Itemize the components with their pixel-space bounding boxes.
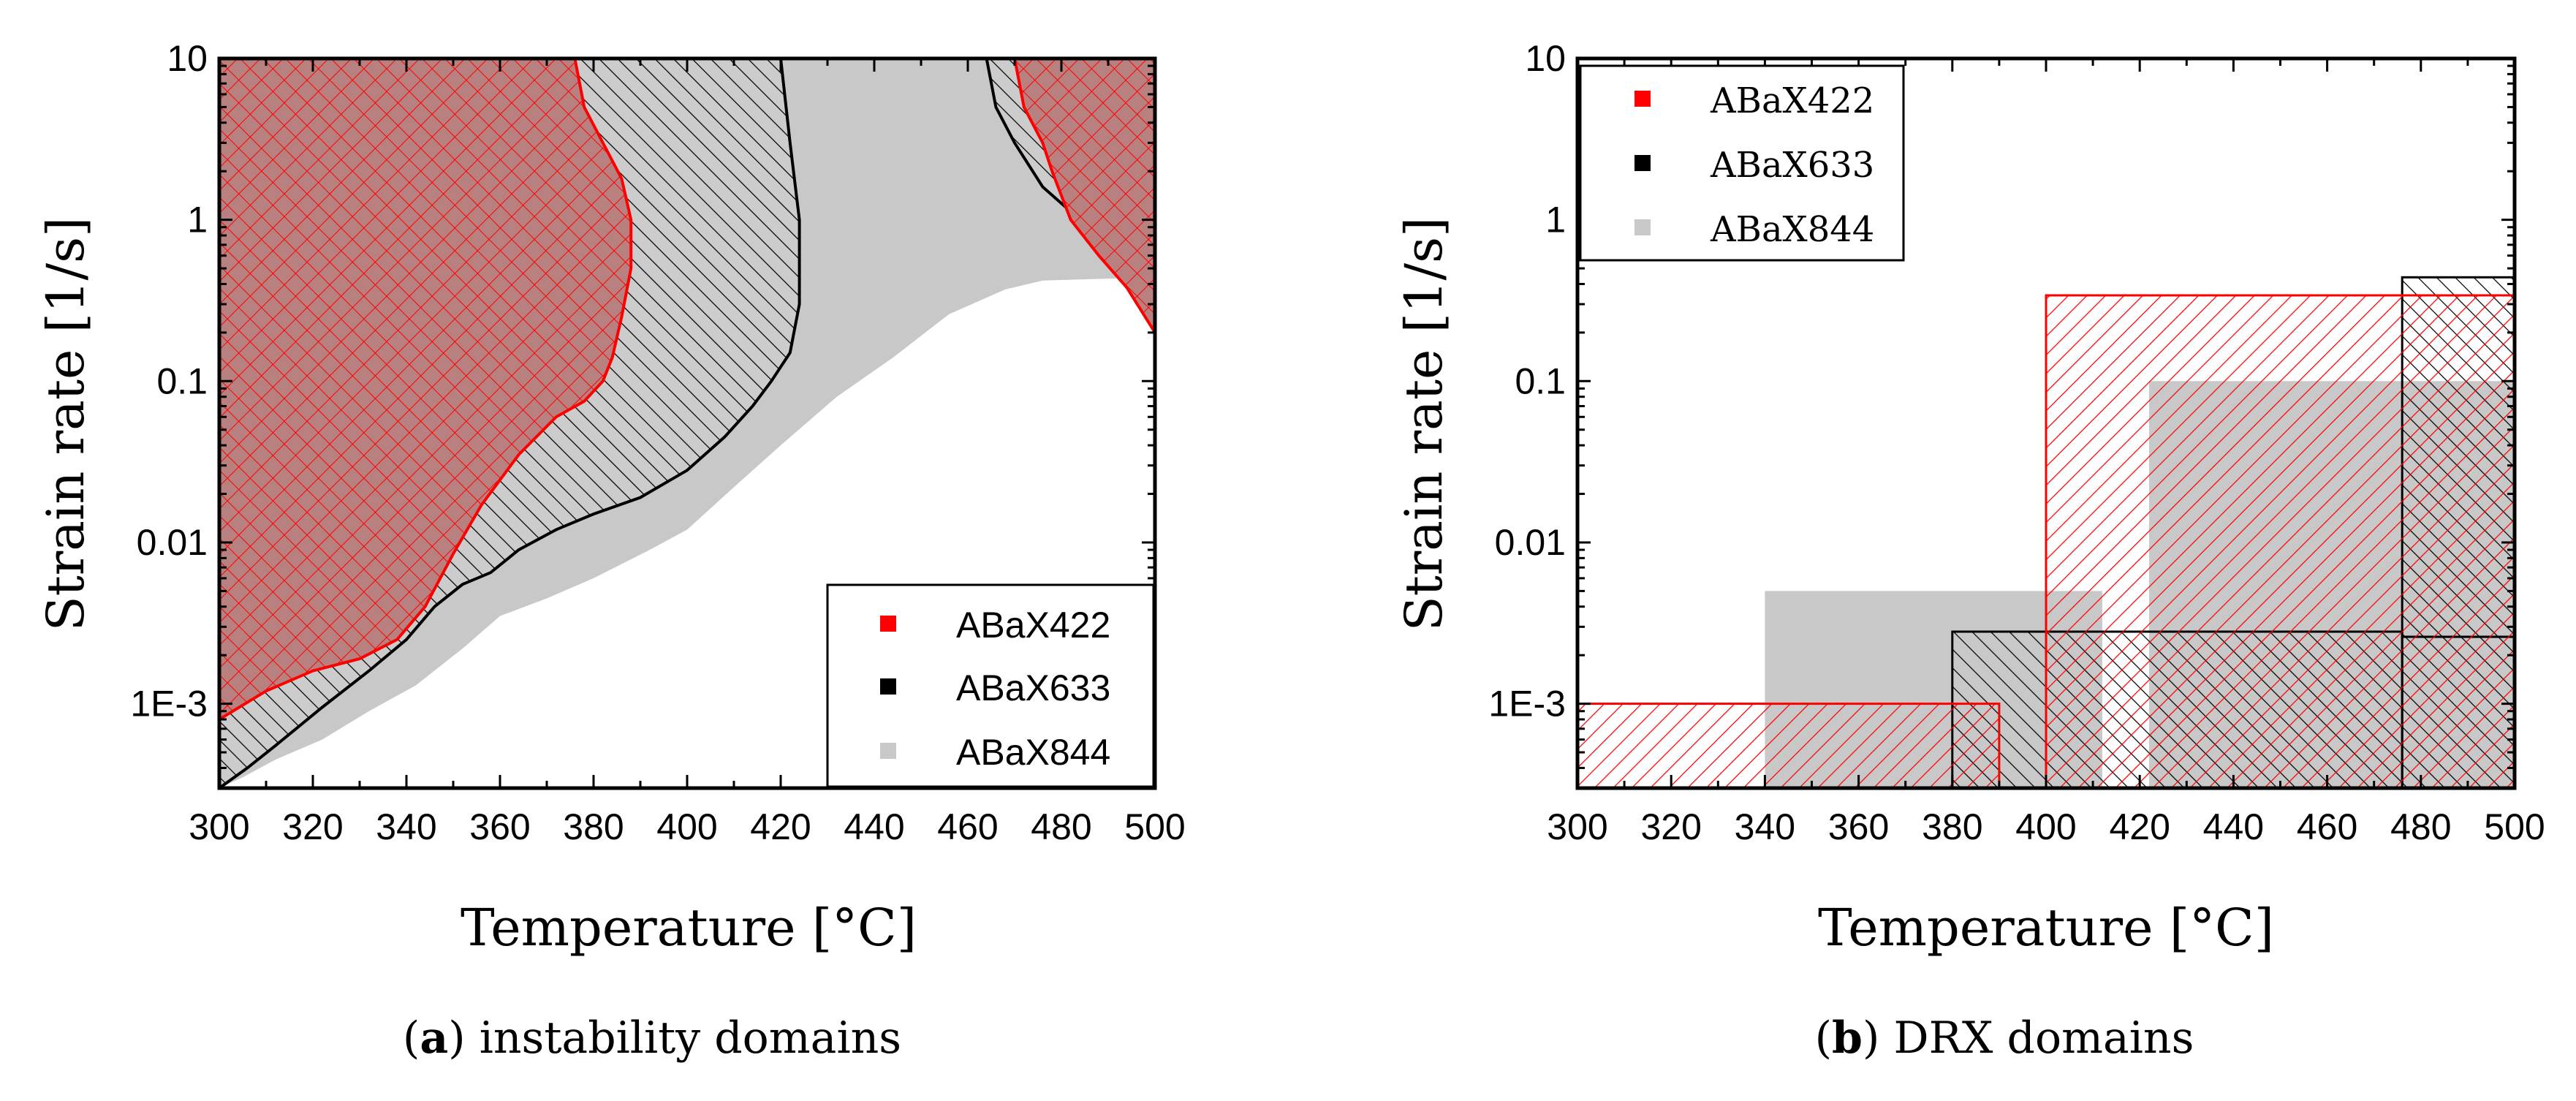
panel-b-ticks: 300 320 340 360 380 400 420 440 460 480 500 10 1 0.1 0…	[1488, 38, 2545, 847]
panel-b: 300 320 340 360 380 400 420 440 460 480 500 10 1 0.1 0…	[1394, 38, 2545, 958]
abax422-instability-region-low	[219, 58, 633, 722]
abax422-drx-region-low	[1577, 703, 2001, 788]
panel-b-legend-swatch-abax633	[1634, 155, 1651, 171]
caption-a-letter: a	[420, 1013, 448, 1064]
panel-a-y-axis-title: Strain rate [1/s]	[36, 217, 96, 632]
abax422-drx-region-high	[2045, 294, 2515, 788]
x-tick-label: 380	[1922, 806, 1982, 847]
x-tick-label: 380	[563, 806, 624, 847]
caption-b-letter: b	[1832, 1013, 1863, 1064]
panel-b-legend-label-abax422: ABaX422	[1710, 80, 1874, 121]
x-tick-label: 340	[1735, 806, 1795, 847]
panel-a-legend-swatch-abax844	[880, 743, 896, 759]
panel-b-legend-label-abax844: ABaX844	[1710, 209, 1874, 250]
x-tick-label: 320	[1640, 806, 1701, 847]
x-tick-label: 440	[2203, 806, 2264, 847]
x-tick-label: 500	[1124, 806, 1185, 847]
y-tick-label: 0.01	[1495, 522, 1566, 563]
caption-b-text: DRX domains	[1879, 1013, 2194, 1064]
x-tick-label: 300	[189, 806, 249, 847]
x-tick-label: 460	[937, 806, 998, 847]
x-tick-label: 440	[844, 806, 904, 847]
caption-a-text: instability domains	[466, 1013, 901, 1064]
panel-a-legend-label-abax844: ABaX844	[956, 732, 1110, 773]
x-tick-label: 420	[750, 806, 811, 847]
y-tick-label: 0.1	[156, 360, 208, 401]
x-tick-label: 320	[282, 806, 343, 847]
x-tick-label: 400	[2015, 806, 2076, 847]
panel-b-plot-area	[1577, 276, 2515, 788]
panel-a-legend-label-abax422: ABaX422	[956, 605, 1110, 646]
caption-b-open: (	[1815, 1013, 1832, 1064]
panel-b-legend-swatch-abax422	[1634, 91, 1651, 107]
x-tick-label: 500	[2484, 806, 2545, 847]
y-tick-label: 10	[167, 38, 208, 79]
panel-a-legend-swatch-abax422	[880, 616, 896, 632]
x-tick-label: 300	[1547, 806, 1607, 847]
y-tick-label: 1	[1545, 200, 1566, 241]
y-tick-label: 0.1	[1515, 360, 1566, 401]
panel-b-y-axis-title: Strain rate [1/s]	[1394, 217, 1454, 632]
x-tick-label: 480	[2390, 806, 2451, 847]
panel-a-legend: ABaX422 ABaX633 ABaX844	[826, 583, 1155, 788]
x-tick-label: 420	[2109, 806, 2170, 847]
x-tick-label: 340	[376, 806, 436, 847]
panel-b-legend-label-abax633: ABaX633	[1710, 145, 1874, 186]
y-tick-label: 10	[1525, 38, 1566, 79]
x-tick-label: 360	[469, 806, 530, 847]
panel-a-plot-area	[219, 58, 1155, 788]
panel-b-x-axis-title: Temperature [°C]	[1818, 898, 2274, 958]
panel-a: 300 320 340 360 380 400 420 440 460 480 500 10 1 0.1 0…	[36, 38, 1186, 958]
x-tick-label: 460	[2297, 806, 2357, 847]
y-tick-label: 1	[187, 200, 208, 241]
y-tick-label: 0.01	[137, 522, 208, 563]
caption-b-close: )	[1863, 1013, 1879, 1064]
x-tick-label: 400	[656, 806, 717, 847]
x-tick-label: 480	[1031, 806, 1091, 847]
caption-a: (a) instability domains	[403, 1013, 901, 1064]
caption-b: (b) DRX domains	[1815, 1013, 2194, 1064]
abax422-instability-region-high	[1012, 58, 1155, 336]
panel-b-legend: ABaX422 ABaX633 ABaX844	[1579, 64, 1905, 262]
y-tick-label: 1E-3	[130, 684, 208, 724]
caption-a-close: )	[448, 1013, 465, 1064]
caption-a-open: (	[403, 1013, 420, 1064]
y-tick-label: 1E-3	[1488, 684, 1566, 724]
panel-b-legend-swatch-abax844	[1634, 219, 1651, 235]
panel-a-ticks: 300 320 340 360 380 400 420 440 460 480 500 10 1 0.1 0…	[130, 38, 1185, 847]
panel-a-legend-label-abax633: ABaX633	[956, 667, 1110, 708]
panel-a-legend-swatch-abax633	[880, 678, 896, 695]
panel-b-legend-box	[1579, 64, 1905, 262]
panel-a-x-axis-title: Temperature [°C]	[461, 898, 917, 958]
x-tick-label: 360	[1828, 806, 1889, 847]
